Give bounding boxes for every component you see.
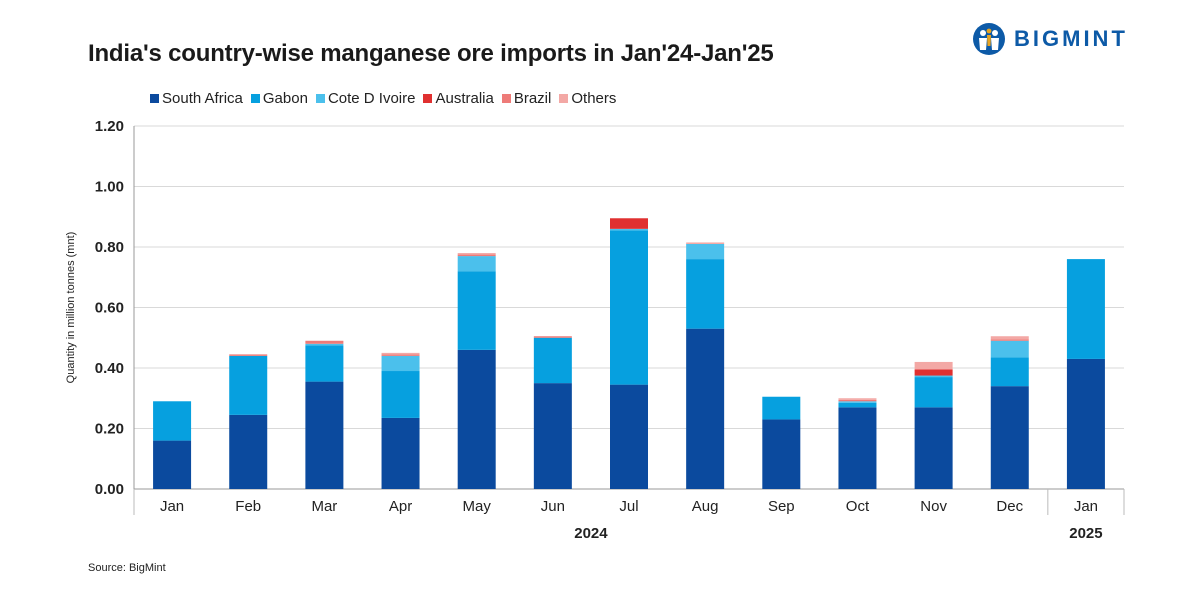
x-tick-label: Sep xyxy=(768,498,795,515)
y-tick-label: 0.20 xyxy=(95,421,124,438)
bar-south-africa xyxy=(533,383,572,489)
bar-gabon xyxy=(153,401,192,441)
x-tick-label: Aug xyxy=(692,498,719,515)
bar-cote-d-ivoire xyxy=(990,340,1029,358)
bar-brazil xyxy=(990,339,1029,341)
bar-cote-d-ivoire xyxy=(686,243,725,260)
legend-label: Others xyxy=(571,90,617,107)
x-tick-label: Mar xyxy=(311,498,337,515)
bar-south-africa xyxy=(990,386,1029,489)
y-tick-label: 0.40 xyxy=(95,360,124,377)
bar-cote-d-ivoire xyxy=(381,355,420,372)
bar-others xyxy=(838,398,877,400)
x-tick-label: Feb xyxy=(235,498,261,515)
bar-gabon xyxy=(533,337,572,384)
bar-gabon xyxy=(229,355,268,415)
bar-gabon xyxy=(610,230,648,385)
legend-label: Cote D Ivoire xyxy=(327,90,416,107)
bar-cote-d-ivoire xyxy=(457,256,496,272)
x-tick-label: Jul xyxy=(619,498,638,515)
x-group-label: 2025 xyxy=(1069,525,1102,542)
y-tick-label: 1.20 xyxy=(95,118,124,135)
bar-cote-d-ivoire xyxy=(305,343,344,346)
bar-gabon xyxy=(990,357,1029,387)
legend-swatch xyxy=(423,94,433,103)
chart-title: India's country-wise manganese ore impor… xyxy=(88,40,774,67)
x-tick-label: Oct xyxy=(846,498,870,515)
x-tick-label: May xyxy=(463,498,492,515)
bigmint-logo: BIGMINT xyxy=(972,22,1128,56)
bar-others xyxy=(381,352,420,355)
y-tick-label: 0.80 xyxy=(95,239,124,256)
bar-brazil xyxy=(229,354,268,356)
bar-cote-d-ivoire xyxy=(838,401,877,403)
x-tick-label: Apr xyxy=(389,498,412,515)
bar-brazil xyxy=(305,340,344,344)
bar-brazil xyxy=(533,336,572,338)
bar-brazil xyxy=(381,354,420,356)
bar-australia xyxy=(610,218,648,229)
bar-gabon xyxy=(305,345,344,382)
bar-south-africa xyxy=(381,417,420,489)
legend-swatch xyxy=(315,94,325,103)
bigmint-logo-icon xyxy=(973,23,1005,55)
bar-south-africa xyxy=(838,407,877,489)
y-tick-label: 1.00 xyxy=(95,179,124,196)
bar-south-africa xyxy=(229,414,268,489)
legend-swatch xyxy=(250,94,260,103)
legend-swatch xyxy=(559,94,569,103)
bar-gabon xyxy=(838,402,877,408)
bar-others xyxy=(914,361,953,370)
bar-others xyxy=(990,336,1029,340)
bar-gabon xyxy=(762,396,801,420)
legend-item: Australia xyxy=(423,90,494,107)
bar-gabon xyxy=(686,259,725,329)
bar-south-africa xyxy=(457,349,496,489)
bar-others xyxy=(686,242,725,244)
bar-gabon xyxy=(914,377,953,408)
bar-cote-d-ivoire xyxy=(914,375,953,378)
x-tick-label: Dec xyxy=(996,498,1023,515)
bar-australia xyxy=(914,369,953,376)
legend-item: Others xyxy=(559,90,616,107)
chart-legend: South Africa Gabon Cote D Ivoire Australia B… xyxy=(150,90,616,107)
bar-south-africa xyxy=(1066,358,1105,489)
bar-gabon xyxy=(1066,259,1105,359)
legend-label: Australia xyxy=(435,90,494,107)
bar-others xyxy=(457,253,496,255)
legend-item: Gabon xyxy=(250,90,308,107)
bar-south-africa xyxy=(762,419,801,489)
y-tick-label: 0.60 xyxy=(95,300,124,317)
x-tick-label: Jun xyxy=(541,498,565,515)
bar-gabon xyxy=(457,271,496,350)
bar-cote-d-ivoire xyxy=(610,228,648,231)
bar-brazil xyxy=(457,254,496,257)
x-tick-label: Nov xyxy=(920,498,947,515)
bar-south-africa xyxy=(305,381,344,489)
brand-name: BIGMINT xyxy=(1014,26,1128,51)
source-note: Source: BigMint xyxy=(88,562,166,574)
x-group-label: 2024 xyxy=(574,525,608,542)
legend-swatch xyxy=(501,94,511,103)
legend-label: Brazil xyxy=(513,90,552,107)
legend-item: South Africa xyxy=(150,90,243,107)
bar-south-africa xyxy=(153,440,192,489)
bar-south-africa xyxy=(610,384,648,489)
legend-label: Gabon xyxy=(262,90,308,107)
legend-item: Brazil xyxy=(501,90,552,107)
bar-south-africa xyxy=(914,407,953,489)
y-tick-label: 0.00 xyxy=(95,481,124,498)
legend-label: South Africa xyxy=(162,90,243,107)
y-axis-label: Quantity in million tonnes (mnt) xyxy=(65,232,77,384)
bar-gabon xyxy=(381,371,420,418)
legend-item: Cote D Ivoire xyxy=(315,90,416,107)
legend-swatch xyxy=(150,94,159,103)
bar-brazil xyxy=(838,399,877,402)
x-tick-label: Jan xyxy=(160,498,184,515)
x-tick-label: Jan xyxy=(1074,498,1098,515)
bar-south-africa xyxy=(686,328,725,489)
